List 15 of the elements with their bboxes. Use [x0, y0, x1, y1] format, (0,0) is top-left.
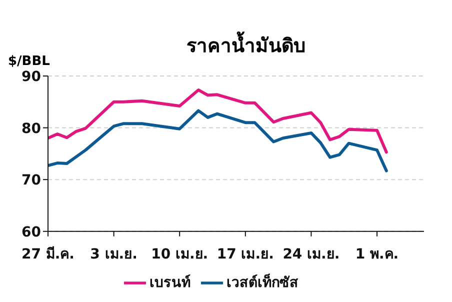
legend-label: เบรนท์ [150, 275, 190, 292]
x-tick-label: 27 มี.ค. [22, 246, 74, 262]
x-tick-label: 1 พ.ค. [355, 246, 399, 262]
line-series [48, 88, 388, 154]
y-axis-title: $/BBL [8, 54, 50, 69]
x-tick-label: 3 เม.ย. [90, 246, 138, 262]
y-tick-label: 60 [22, 224, 42, 240]
legend-label: เวสต์เท็กซัส [226, 275, 298, 292]
line-series [48, 109, 388, 172]
x-tick-label: 10 เม.ย. [151, 246, 208, 262]
y-tick-label: 70 [22, 172, 42, 189]
x-tick-label: 24 เม.ย. [282, 246, 340, 262]
y-tick-label: 90 [22, 68, 42, 85]
x-tick-label: 17 เม.ย. [216, 246, 274, 262]
y-tick-label: 80 [22, 120, 42, 137]
